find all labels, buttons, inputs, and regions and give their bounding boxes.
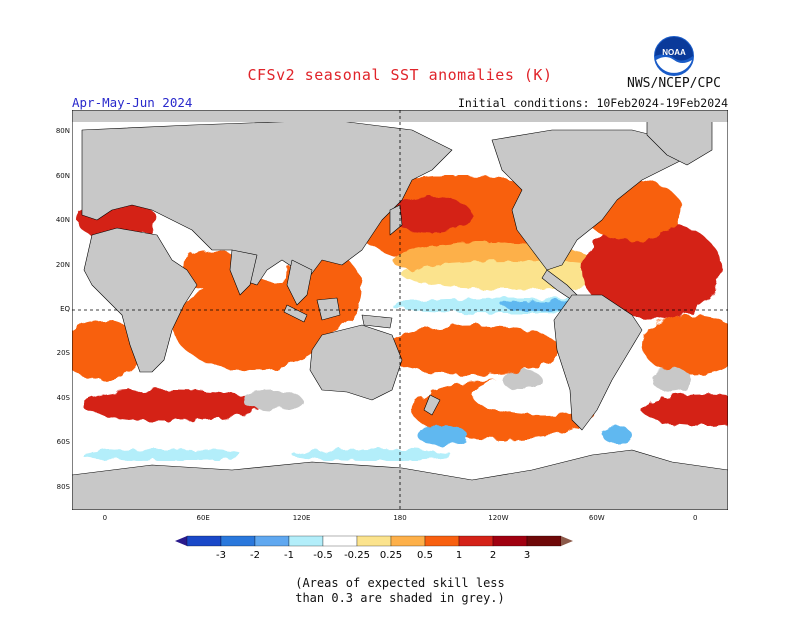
lon-label: 60W (588, 514, 605, 522)
anomaly-north-atlantic (582, 220, 722, 320)
anomaly-arabian-sea (182, 250, 242, 290)
colorbar-label: -1 (284, 550, 294, 561)
colorbar-segment (254, 535, 290, 547)
lon-label: 180 (393, 514, 407, 522)
land-indochina (286, 259, 313, 306)
anomaly-east-south-atlantic (72, 320, 142, 380)
lon-label: 60E (196, 514, 210, 522)
anomaly-antarctic-cool (292, 449, 452, 461)
colorbar-label: 2 (490, 550, 496, 561)
land-new-guinea (361, 314, 393, 329)
lon-label: 120E (292, 514, 311, 522)
land-japan (389, 204, 403, 236)
lat-label: 20S (56, 349, 70, 358)
land-borneo (316, 297, 341, 321)
lat-label: 60S (56, 438, 70, 447)
colorbar-extend-low (175, 536, 187, 546)
anomaly-south-pacific-cool (417, 425, 467, 445)
anomaly-tropical-south-atlantic (642, 315, 728, 375)
colorbar-label: 3 (524, 550, 530, 561)
anomaly-antarctic-cool-west (82, 449, 242, 461)
colorbar-label: 0.25 (380, 550, 402, 561)
anomaly-drake-cool (602, 427, 632, 443)
initial-conditions: Initial conditions: 10Feb2024-19Feb2024 (457, 96, 728, 110)
lat-label: 60N (55, 171, 70, 180)
lat-label: 40S (56, 393, 70, 402)
anomaly-southern-atlantic-indian (82, 389, 262, 421)
colorbar-segment (288, 535, 324, 547)
lon-label: 120W (488, 514, 509, 522)
lat-label: EQ (60, 305, 70, 313)
colorbar-label: -0.25 (344, 550, 370, 561)
lat-label: 80S (56, 482, 70, 491)
colorbar-segment (424, 535, 460, 547)
land-antarctica (72, 449, 728, 510)
colorbar-segment (220, 535, 256, 547)
colorbar-segment (458, 535, 494, 547)
anomaly-south-atlantic (642, 394, 728, 426)
colorbar-segment (356, 535, 392, 547)
lon-label: 0 (102, 514, 108, 522)
skill-note-line1: (Areas of expected skill less (295, 576, 505, 590)
land-new-zealand (423, 394, 441, 416)
logo-text: NOAA (662, 48, 686, 57)
lon-label: 0 (692, 514, 698, 522)
land-south-america (553, 294, 643, 431)
forecast-period: Apr-May-Jun 2024 (72, 95, 193, 110)
low-skill-patch (652, 368, 692, 392)
lat-label: 80N (55, 127, 70, 136)
colorbar-segment (186, 535, 222, 547)
colorbar-segment (492, 535, 528, 547)
colorbar-segment (390, 535, 426, 547)
low-skill-patch (242, 390, 302, 410)
lat-label: 40N (55, 216, 70, 225)
chart-title: CFSv2 seasonal SST anomalies (K) (247, 66, 553, 84)
skill-note: (Areas of expected skill less than 0.3 a… (0, 576, 800, 606)
lat-label: 20N (55, 260, 70, 269)
colorbar: -3 -2 -1 -0.5 -0.25 0.25 0.5 1 2 3 (175, 534, 635, 568)
sst-anomaly-map (71, 109, 729, 511)
anomaly-south-pacific-warm (382, 325, 562, 375)
colorbar-label: 1 (456, 550, 462, 561)
colorbar-label: 0.5 (417, 550, 433, 561)
colorbar-segment (322, 535, 358, 547)
colorbar-label: -3 (216, 550, 226, 561)
low-skill-patch (502, 370, 542, 390)
land-india (229, 249, 258, 296)
land-africa (83, 227, 198, 373)
colorbar-extend-high (561, 536, 573, 546)
skill-note-line2: than 0.3 are shaded in grey.) (295, 591, 505, 605)
land-australia (309, 324, 403, 401)
anomaly-north-pacific-core (392, 197, 472, 233)
anomaly-tropic-pacific-weak (402, 261, 622, 289)
agency-label: NWS/NCEP/CPC (627, 76, 721, 91)
land-sumatra (283, 304, 308, 323)
colorbar-segment (526, 535, 562, 547)
colorbar-label: -2 (250, 550, 260, 561)
colorbar-label: -0.5 (313, 550, 333, 561)
noaa-logo: NOAA (652, 34, 696, 82)
